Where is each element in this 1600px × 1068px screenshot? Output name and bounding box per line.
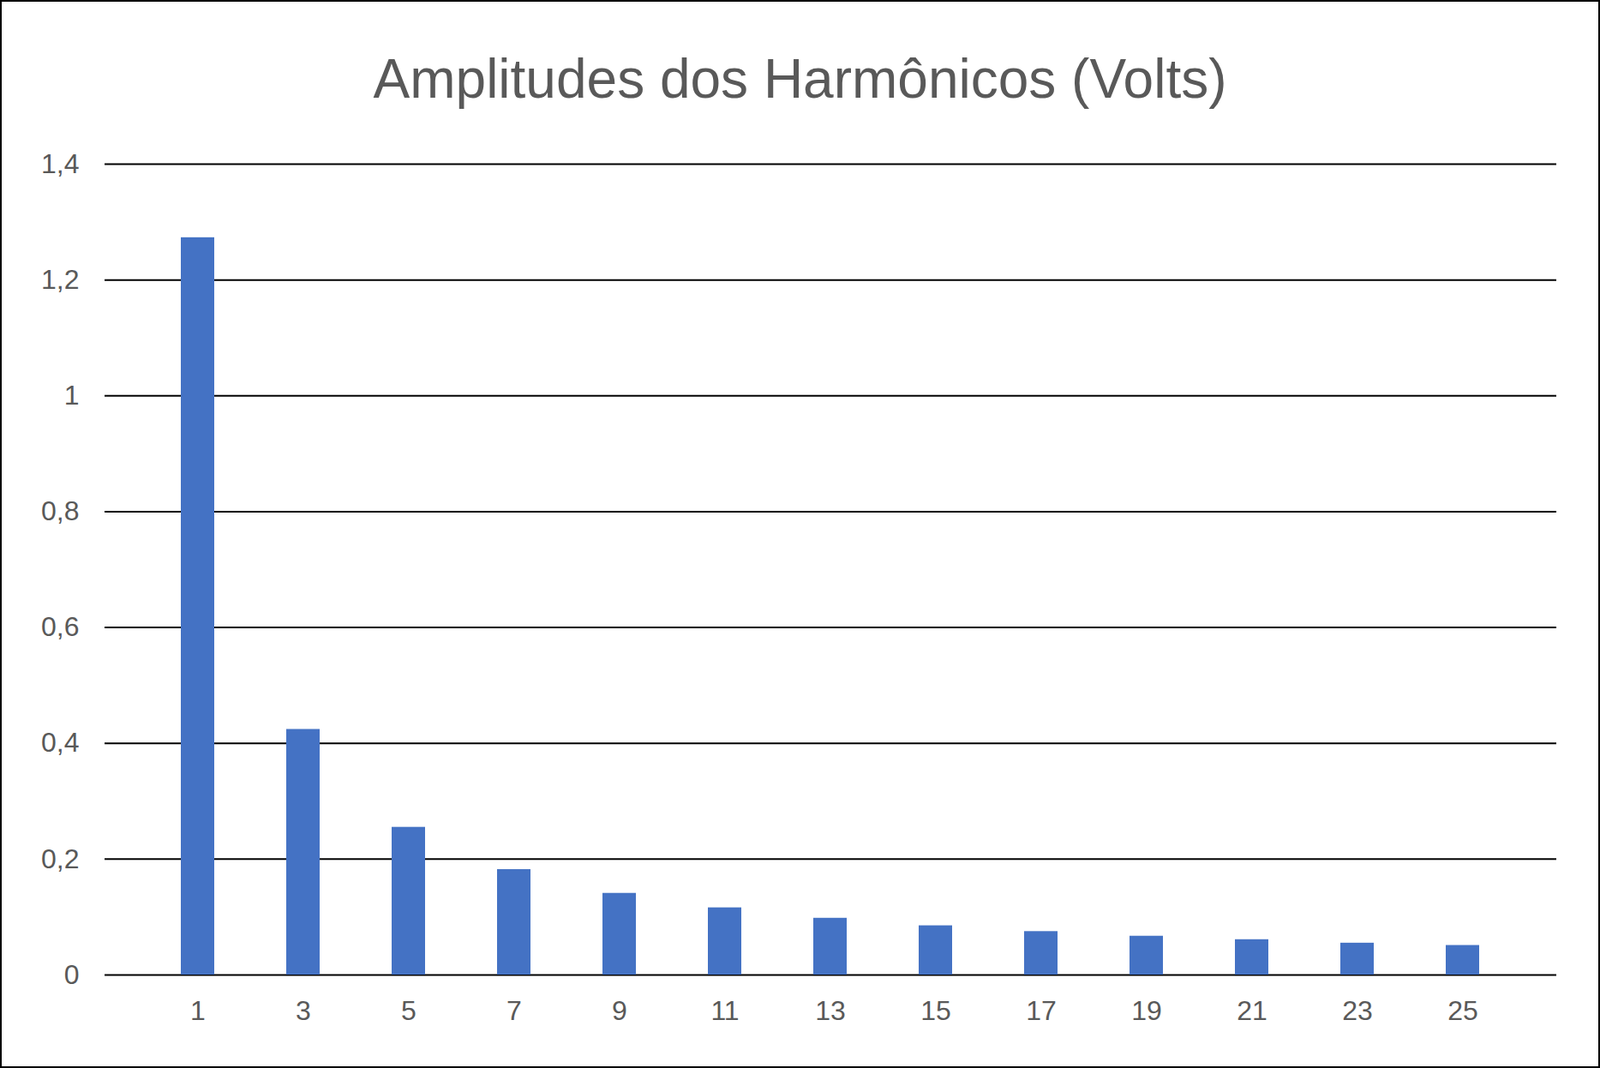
svg-text:21: 21 bbox=[1236, 994, 1268, 1026]
svg-text:13: 13 bbox=[814, 994, 846, 1026]
svg-text:0,4: 0,4 bbox=[41, 726, 79, 758]
html-text:Amplitudes dos Harmônicos (Vol: Amplitudes dos Harmônicos (Volts) bbox=[373, 47, 1227, 110]
svg-text:17: 17 bbox=[1025, 994, 1057, 1026]
svg-text:1: 1 bbox=[190, 994, 206, 1026]
svg-text:0,2: 0,2 bbox=[41, 843, 79, 875]
svg-text:11: 11 bbox=[710, 994, 739, 1026]
svg-text:25: 25 bbox=[1447, 994, 1479, 1026]
svg-text:0: 0 bbox=[64, 958, 80, 990]
svg-text:0,8: 0,8 bbox=[41, 495, 79, 527]
svg-text:23: 23 bbox=[1342, 994, 1373, 1026]
svg-text:15: 15 bbox=[920, 994, 952, 1026]
svg-text:19: 19 bbox=[1131, 994, 1163, 1026]
svg-text:5: 5 bbox=[401, 994, 417, 1026]
svg-text:0,6: 0,6 bbox=[41, 611, 79, 642]
svg-text:1,4: 1,4 bbox=[41, 148, 79, 180]
svg-text:3: 3 bbox=[295, 994, 312, 1026]
svg-text:1,2: 1,2 bbox=[41, 263, 79, 295]
svg-text:7: 7 bbox=[506, 994, 522, 1026]
svg-text:9: 9 bbox=[611, 994, 628, 1026]
svg-text:1: 1 bbox=[64, 379, 80, 411]
